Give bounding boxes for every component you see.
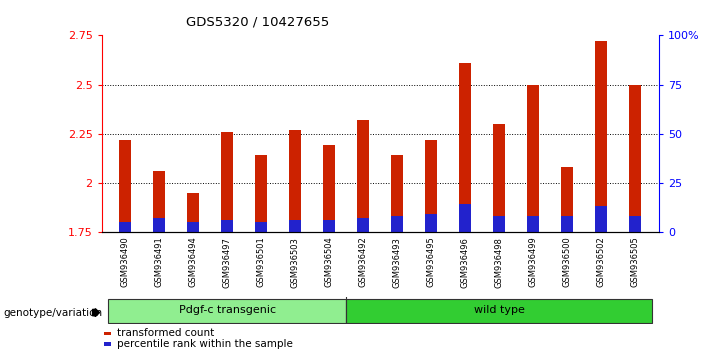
Text: GSM936500: GSM936500 xyxy=(563,237,572,287)
Bar xyxy=(119,222,131,232)
Bar xyxy=(426,214,437,232)
Bar xyxy=(323,145,335,232)
Bar xyxy=(119,139,131,232)
Bar xyxy=(391,155,403,232)
Text: GSM936501: GSM936501 xyxy=(257,237,266,287)
Text: GDS5320 / 10427655: GDS5320 / 10427655 xyxy=(186,16,329,29)
Bar xyxy=(527,216,539,232)
Text: GSM936495: GSM936495 xyxy=(427,237,436,287)
Bar xyxy=(595,41,607,232)
Bar xyxy=(629,216,641,232)
Text: GSM936491: GSM936491 xyxy=(155,237,164,287)
Bar xyxy=(187,222,199,232)
Bar xyxy=(358,218,369,232)
Bar xyxy=(459,204,471,232)
Text: GSM936503: GSM936503 xyxy=(291,237,300,287)
Text: GSM936505: GSM936505 xyxy=(631,237,639,287)
Bar xyxy=(222,132,233,232)
Bar xyxy=(290,130,301,232)
Text: wild type: wild type xyxy=(474,305,524,315)
Bar xyxy=(154,171,165,232)
Text: Pdgf-c transgenic: Pdgf-c transgenic xyxy=(179,305,276,315)
Text: GSM936497: GSM936497 xyxy=(223,237,232,287)
Text: GSM936496: GSM936496 xyxy=(461,237,470,287)
Bar xyxy=(629,85,641,232)
Bar xyxy=(595,206,607,232)
Bar xyxy=(494,216,505,232)
Bar xyxy=(154,218,165,232)
Text: transformed count: transformed count xyxy=(117,329,215,338)
Bar xyxy=(562,216,573,232)
Bar xyxy=(323,220,335,232)
Bar xyxy=(187,193,199,232)
Bar xyxy=(391,216,403,232)
Text: GSM936499: GSM936499 xyxy=(529,237,538,287)
Text: GSM936494: GSM936494 xyxy=(189,237,198,287)
Bar xyxy=(109,299,346,322)
Text: GSM936498: GSM936498 xyxy=(495,237,504,287)
Text: GSM936490: GSM936490 xyxy=(121,237,130,287)
Bar xyxy=(346,299,652,322)
Bar xyxy=(255,155,267,232)
Text: genotype/variation: genotype/variation xyxy=(4,308,102,318)
Bar xyxy=(527,85,539,232)
Bar xyxy=(255,222,267,232)
Bar xyxy=(358,120,369,232)
Bar xyxy=(426,139,437,232)
Text: GSM936504: GSM936504 xyxy=(325,237,334,287)
Text: GSM936492: GSM936492 xyxy=(359,237,368,287)
Bar xyxy=(494,124,505,232)
Bar xyxy=(459,63,471,232)
Bar xyxy=(222,220,233,232)
Text: percentile rank within the sample: percentile rank within the sample xyxy=(117,339,293,349)
Bar xyxy=(290,220,301,232)
Text: GSM936493: GSM936493 xyxy=(393,237,402,287)
Bar xyxy=(562,167,573,232)
Text: GSM936502: GSM936502 xyxy=(597,237,606,287)
